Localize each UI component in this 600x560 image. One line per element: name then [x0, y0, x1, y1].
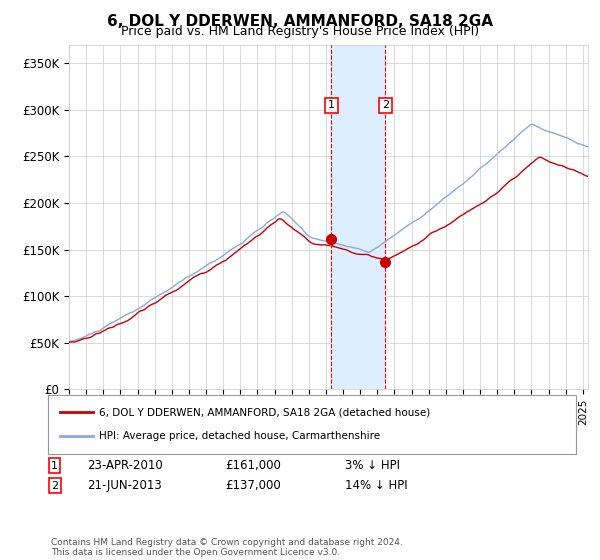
Text: 1: 1	[51, 461, 58, 471]
Bar	[331, 45, 385, 389]
Text: HPI: Average price, detached house, Carmarthenshire: HPI: Average price, detached house, Carm…	[99, 431, 380, 441]
Text: Price paid vs. HM Land Registry's House Price Index (HPI): Price paid vs. HM Land Registry's House …	[121, 25, 479, 38]
Text: £161,000: £161,000	[225, 459, 281, 473]
Text: Contains HM Land Registry data © Crown copyright and database right 2024.
This d: Contains HM Land Registry data © Crown c…	[51, 538, 403, 557]
Text: 6, DOL Y DDERWEN, AMMANFORD, SA18 2GA (detached house): 6, DOL Y DDERWEN, AMMANFORD, SA18 2GA (d…	[99, 408, 430, 418]
Text: 2: 2	[51, 480, 58, 491]
Text: 2: 2	[382, 100, 389, 110]
Text: 23-APR-2010: 23-APR-2010	[87, 459, 163, 473]
Text: £137,000: £137,000	[225, 479, 281, 492]
Text: 3% ↓ HPI: 3% ↓ HPI	[345, 459, 400, 473]
Text: 21-JUN-2013: 21-JUN-2013	[87, 479, 162, 492]
Text: 14% ↓ HPI: 14% ↓ HPI	[345, 479, 407, 492]
Text: 6, DOL Y DDERWEN, AMMANFORD, SA18 2GA: 6, DOL Y DDERWEN, AMMANFORD, SA18 2GA	[107, 14, 493, 29]
Text: 1: 1	[328, 100, 335, 110]
